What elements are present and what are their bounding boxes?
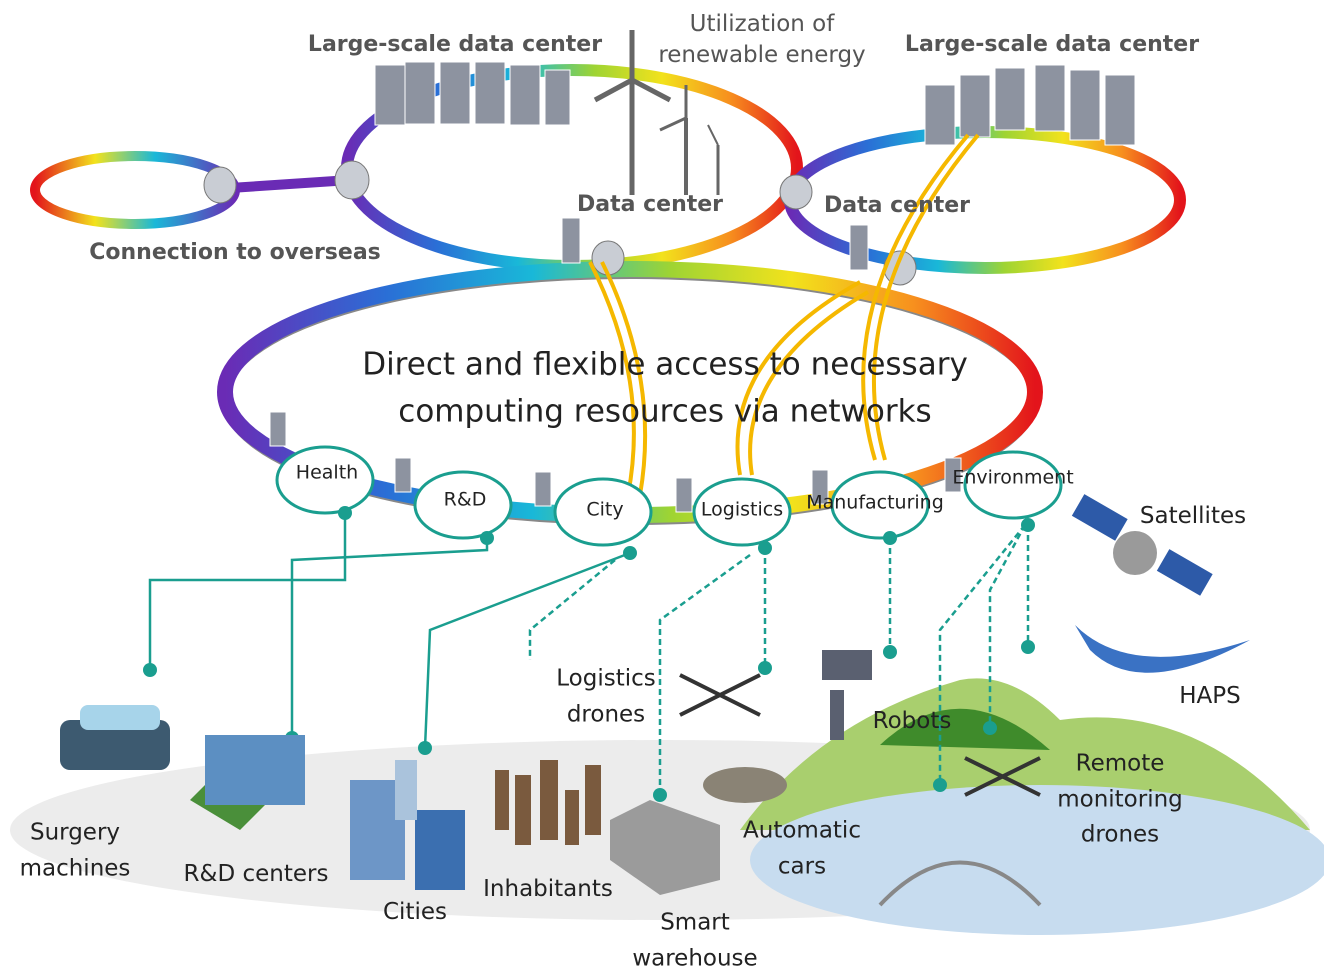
- device-label: Robots: [873, 704, 952, 740]
- device-label: Logistics drones: [541, 661, 671, 732]
- device-label: Smart warehouse: [630, 905, 760, 970]
- device-label: R&D centers: [184, 857, 329, 893]
- device-label: Inhabitants: [483, 872, 613, 908]
- domain-label: Environment: [952, 463, 1073, 492]
- label: Data center: [824, 189, 970, 223]
- diagram: Large-scale data center Large-scale data…: [0, 0, 1324, 970]
- device-label: Remote monitoring drones: [1050, 747, 1190, 854]
- domain-label: Logistics: [701, 495, 783, 524]
- device-label: Satellites: [1140, 499, 1246, 535]
- device-label: Automatic cars: [737, 813, 867, 884]
- label: Connection to overseas: [89, 236, 381, 270]
- label: Utilization of renewable energy: [637, 9, 887, 71]
- domain-label: City: [586, 495, 623, 524]
- message: Direct and flexible access to necessary …: [315, 342, 1015, 435]
- domain-label: Manufacturing: [806, 488, 944, 517]
- label: Large-scale data center: [308, 28, 602, 62]
- device-label: HAPS: [1179, 679, 1241, 715]
- label: Data center: [577, 188, 723, 222]
- domain-label: Health: [296, 458, 358, 487]
- domain-label: R&D: [444, 485, 487, 514]
- device-label: Surgery machines: [10, 815, 140, 886]
- label: Large-scale data center: [905, 28, 1199, 62]
- device-label: Cities: [383, 895, 447, 931]
